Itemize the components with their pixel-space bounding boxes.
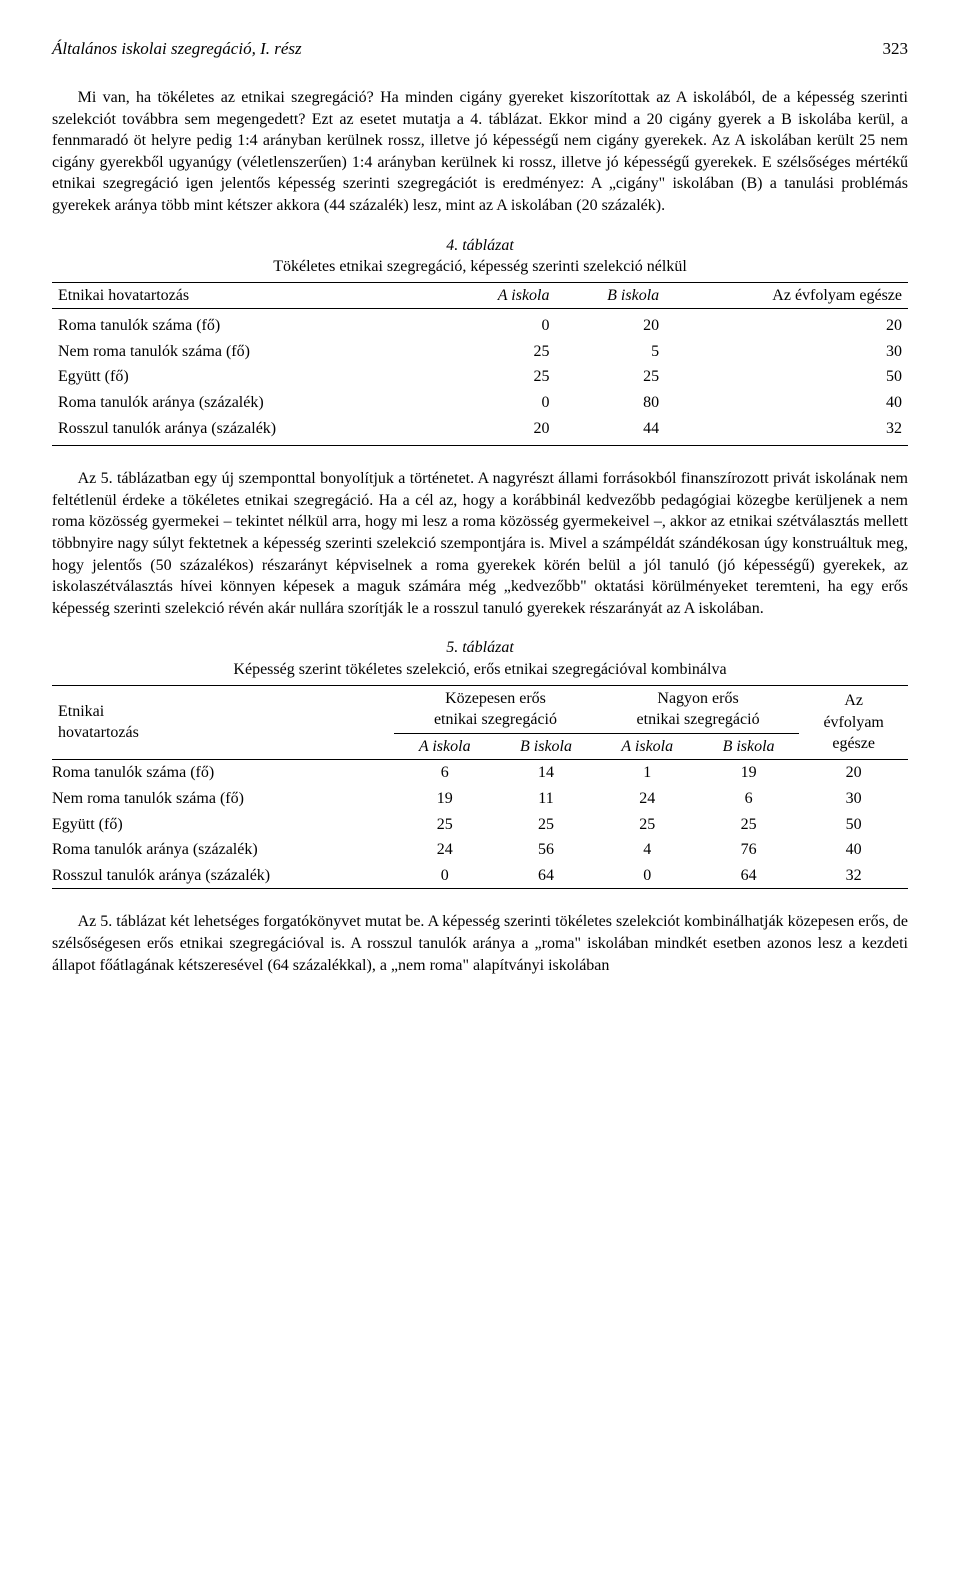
table-row: Roma tanulók aránya (százalék)08040: [52, 390, 908, 416]
t4-col-1: A iskola: [446, 282, 555, 309]
table4-number: 4. táblázat: [446, 237, 514, 254]
table5-caption: 5. táblázat Képesség szerint tökéletes s…: [52, 637, 908, 680]
table-4: Etnikai hovatartozás A iskola B iskola A…: [52, 282, 908, 447]
t5-total: Azévfolyamegésze: [799, 685, 908, 760]
t4-body: Roma tanulók száma (fő)02020 Nem roma ta…: [52, 309, 908, 446]
table-row: Roma tanulók száma (fő)61411920: [52, 760, 908, 786]
table5-title: Képesség szerint tökéletes szelekció, er…: [233, 661, 726, 678]
running-title: Általános iskolai szegregáció, I. rész: [52, 39, 302, 58]
table-5: Etnikaihovatartozás Közepesen erősetnika…: [52, 685, 908, 890]
paragraph-3: Az 5. táblázat két lehetséges forgatókön…: [52, 911, 908, 976]
t5-group1: Közepesen erősetnikai szegregáció: [394, 685, 597, 733]
t4-col-3: Az évfolyam egésze: [665, 282, 908, 309]
t5-sub-1: B iskola: [495, 733, 597, 760]
table-row: Együtt (fő)252550: [52, 364, 908, 390]
table-row: Rosszul tanulók aránya (százalék)0640643…: [52, 863, 908, 889]
paragraph-1: Mi van, ha tökéletes az etnikai szegregá…: [52, 87, 908, 217]
t5-rowhead: Etnikaihovatartozás: [52, 685, 394, 760]
table4-caption: 4. táblázat Tökéletes etnikai szegregáci…: [52, 235, 908, 278]
table-row: Roma tanulók aránya (százalék)245647640: [52, 837, 908, 863]
page-number: 323: [883, 38, 909, 61]
table-row: Együtt (fő)2525252550: [52, 812, 908, 838]
table-row: Nem roma tanulók száma (fő)191124630: [52, 786, 908, 812]
table-row: Nem roma tanulók száma (fő)25530: [52, 339, 908, 365]
table4-title: Tökéletes etnikai szegregáció, képesség …: [273, 258, 687, 275]
t4-col-0: Etnikai hovatartozás: [52, 282, 446, 309]
t5-group2: Nagyon erősetnikai szegregáció: [597, 685, 800, 733]
table-row: Rosszul tanulók aránya (százalék)204432: [52, 416, 908, 446]
running-head: Általános iskolai szegregáció, I. rész 3…: [52, 38, 908, 61]
t4-col-2: B iskola: [555, 282, 665, 309]
t5-sub-3: B iskola: [698, 733, 800, 760]
t5-body: Roma tanulók száma (fő)61411920 Nem roma…: [52, 760, 908, 889]
table-row: Roma tanulók száma (fő)02020: [52, 309, 908, 339]
paragraph-2: Az 5. táblázatban egy új szemponttal bon…: [52, 468, 908, 619]
t5-sub-2: A iskola: [597, 733, 698, 760]
t5-sub-0: A iskola: [394, 733, 495, 760]
table5-number: 5. táblázat: [446, 639, 514, 656]
